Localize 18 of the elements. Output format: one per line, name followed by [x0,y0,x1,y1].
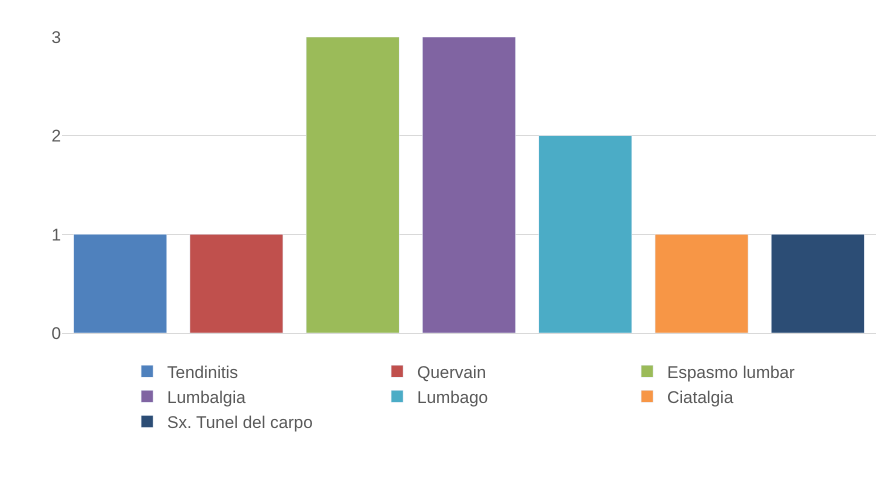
bar [422,37,516,333]
y-tick-label: 0 [52,324,61,343]
legend-label: Lumbago [417,388,488,407]
legend-label: Quervain [417,362,486,382]
bar [73,234,167,333]
y-tick-label: 3 [52,28,61,47]
bar [654,234,748,333]
bar [306,37,400,333]
bar [538,135,632,333]
bar [190,234,284,333]
legend-label: Tendinitis [167,362,238,382]
legend-label: Lumbalgia [167,388,246,407]
y-tick-label: 1 [52,225,61,244]
y-tick-label: 2 [52,126,61,146]
legend-label: Sx. Tunel del carpo [167,413,313,432]
legend-label: Ciatalgia [667,388,734,407]
legend-label: Espasmo lumbar [667,362,796,382]
bar [771,234,865,333]
